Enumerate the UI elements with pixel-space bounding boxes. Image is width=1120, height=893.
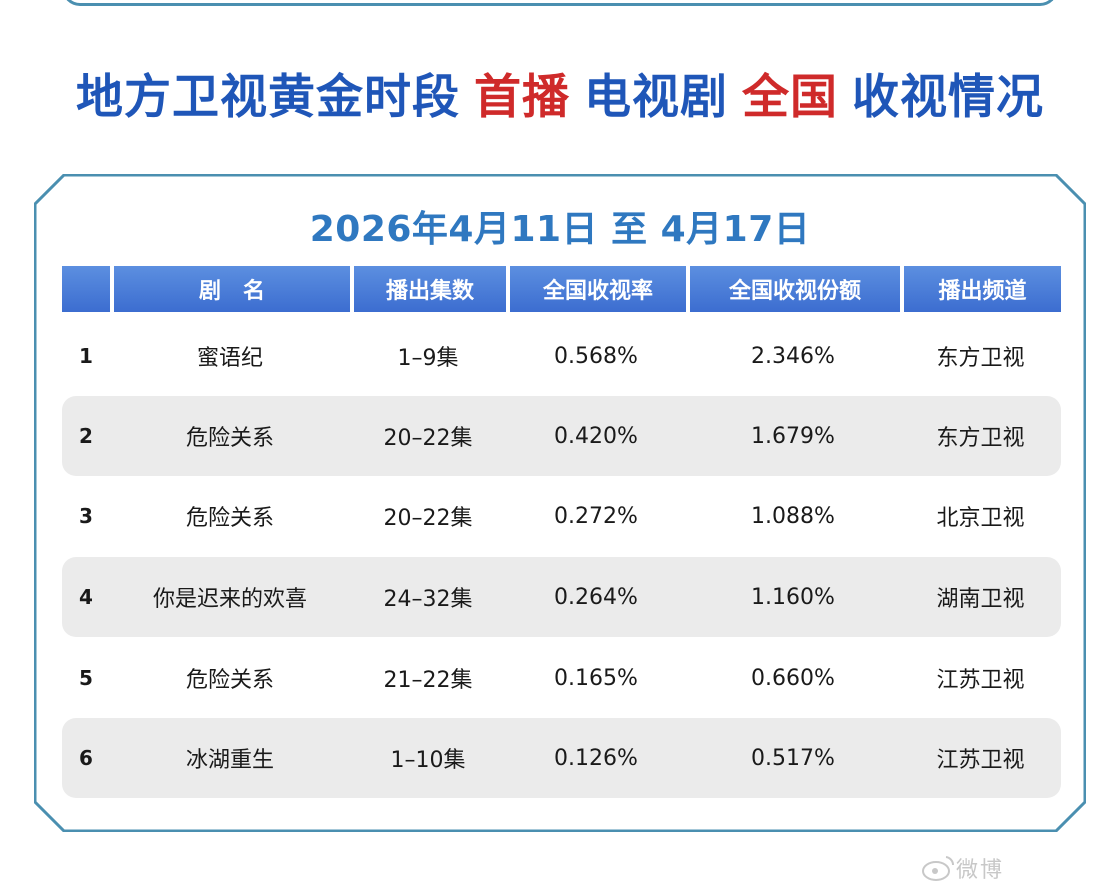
row-share: 0.517%: [751, 745, 835, 771]
table-row: 6 冰湖重生 1–10集 0.126% 0.517% 江苏卫视: [62, 718, 1061, 798]
weibo-logo-icon: [922, 856, 955, 881]
row-title: 冰湖重生: [185, 748, 274, 773]
ratings-panel-frame: [34, 174, 1086, 832]
row-title: 你是迟来的欢喜: [152, 587, 307, 612]
row-rank: 2: [79, 424, 93, 448]
title-part-1: 地方卫视黄金时段: [76, 70, 460, 125]
table-row: 3 危险关系 20–22集 0.272% 1.088% 北京卫视: [62, 476, 1061, 556]
row-title: 蜜语纪: [196, 346, 263, 371]
row-rating: 0.568%: [554, 343, 638, 369]
row-rating: 0.264%: [554, 584, 638, 610]
table-row: 4 你是迟来的欢喜 24–32集 0.264% 1.160% 湖南卫视: [62, 557, 1061, 637]
row-episodes: 24–32集: [383, 587, 473, 612]
table-row: 1 蜜语纪 1–9集 0.568% 2.346% 东方卫视: [62, 316, 1061, 396]
row-title: 危险关系: [185, 506, 274, 531]
watermark-text: 微博: [956, 858, 1005, 883]
row-share: 2.346%: [751, 343, 835, 369]
title-part-4: 全国: [742, 70, 838, 125]
row-rating: 0.126%: [554, 745, 638, 771]
title-part-5: 收视情况: [852, 70, 1044, 125]
row-share: 1.088%: [751, 503, 835, 529]
row-channel: 东方卫视: [936, 346, 1025, 371]
header-rating: 全国收视率: [510, 266, 686, 312]
header-title: 剧 名: [114, 266, 350, 312]
row-channel: 湖南卫视: [936, 587, 1025, 612]
page-title: 地方卫视黄金时段 首播 电视剧 全国 收视情况: [0, 58, 1120, 127]
date-range: 2026年4月11日 至 4月17日: [309, 209, 811, 250]
header-rank: [62, 266, 110, 312]
row-share: 1.160%: [751, 584, 835, 610]
row-episodes: 21–22集: [383, 668, 473, 693]
weibo-watermark: 微博: [920, 851, 1100, 885]
row-rating: 0.165%: [554, 665, 638, 691]
header-share: 全国收视份额: [690, 266, 900, 312]
header-channel: 播出频道: [904, 266, 1061, 312]
row-channel: 北京卫视: [936, 506, 1025, 531]
row-rank: 4: [79, 585, 93, 609]
top-frame-border: [62, 0, 1058, 6]
table-header: 剧 名 播出集数 全国收视率 全国收视份额 播出频道: [62, 266, 1061, 312]
header-episodes: 播出集数: [354, 266, 506, 312]
row-rank: 5: [79, 666, 93, 690]
row-channel: 江苏卫视: [936, 748, 1025, 773]
row-rating: 0.420%: [554, 423, 638, 449]
row-episodes: 1–10集: [390, 748, 466, 773]
title-part-2: 首播: [474, 70, 570, 125]
row-episodes: 1–9集: [397, 346, 459, 371]
row-channel: 东方卫视: [936, 426, 1025, 451]
row-episodes: 20–22集: [383, 506, 473, 531]
title-part-3: 电视剧: [584, 70, 728, 125]
row-title: 危险关系: [185, 668, 274, 693]
row-title: 危险关系: [185, 426, 274, 451]
row-rank: 1: [79, 344, 93, 368]
row-channel: 江苏卫视: [936, 668, 1025, 693]
row-rank: 6: [79, 746, 93, 770]
row-share: 1.679%: [751, 423, 835, 449]
table-row: 5 危险关系 21–22集 0.165% 0.660% 江苏卫视: [62, 638, 1061, 718]
row-rank: 3: [79, 504, 93, 528]
table-row: 2 危险关系 20–22集 0.420% 1.679% 东方卫视: [62, 396, 1061, 476]
row-rating: 0.272%: [554, 503, 638, 529]
row-share: 0.660%: [751, 665, 835, 691]
row-episodes: 20–22集: [383, 426, 473, 451]
